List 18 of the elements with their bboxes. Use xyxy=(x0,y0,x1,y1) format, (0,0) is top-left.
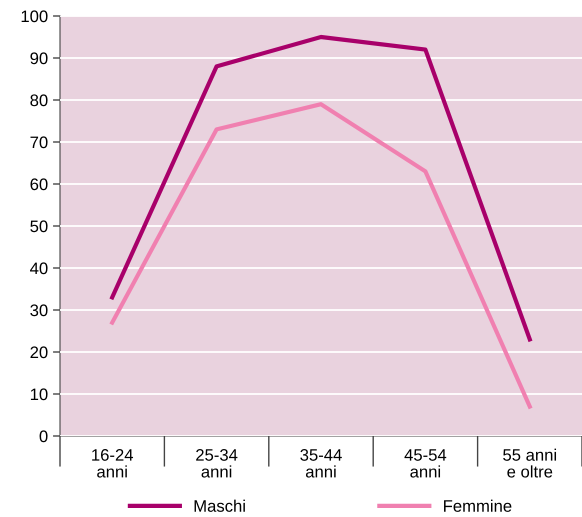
legend-label: Maschi xyxy=(194,500,245,512)
x-tick-label: 16-24 anni xyxy=(92,449,134,478)
y-tick-label: 30 xyxy=(30,304,48,316)
x-tick-label: 35-44 anni xyxy=(300,449,342,478)
y-tick-label: 80 xyxy=(30,94,48,106)
y-tick-label: 90 xyxy=(30,52,48,64)
y-tick-label: 60 xyxy=(30,178,48,190)
x-tick-label: 55 anni e oltre xyxy=(503,448,556,478)
y-tick-label: 0 xyxy=(40,430,48,442)
y-tick-label: 100 xyxy=(22,10,48,22)
y-tick-label: 10 xyxy=(30,388,48,400)
y-tick-label: 40 xyxy=(30,262,48,274)
y-tick-label: 50 xyxy=(30,220,48,232)
y-tick-label: 70 xyxy=(30,136,48,148)
y-tick-label: 20 xyxy=(30,346,48,358)
x-tick-label: 25-34 anni xyxy=(196,449,238,478)
legend-label: Femmine xyxy=(444,500,512,512)
x-tick-label: 45-54 anni xyxy=(404,449,446,478)
